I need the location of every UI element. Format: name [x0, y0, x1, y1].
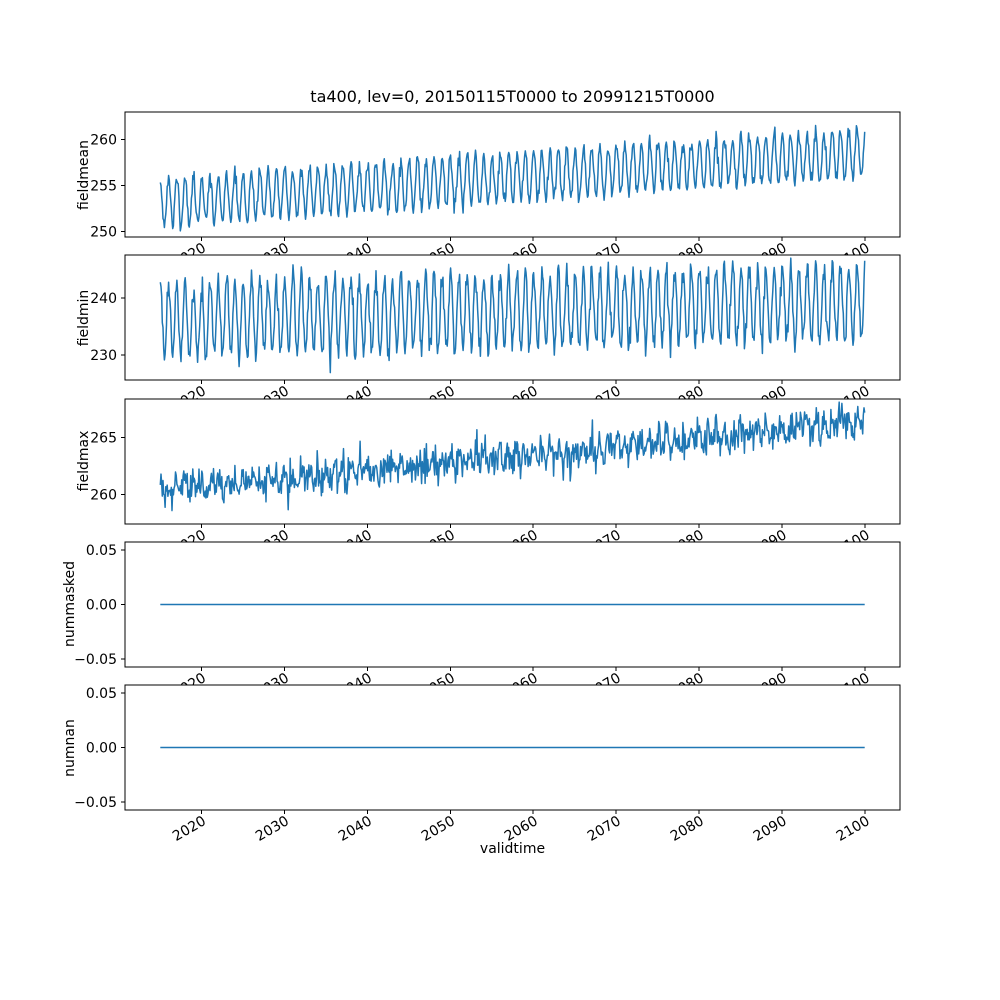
- x-tick-label-group: 2040: [336, 813, 375, 845]
- y-tick-label: 260: [90, 487, 117, 503]
- x-tick-label: 2060: [502, 813, 541, 845]
- y-tick-label: 0.00: [86, 597, 117, 613]
- x-tick-label-group: 2050: [419, 813, 458, 845]
- x-tick-label-group: 2100: [834, 813, 873, 845]
- x-tick-label: 2070: [585, 813, 624, 845]
- x-tick-label: 2080: [668, 813, 707, 845]
- x-tick-label-group: 2020: [170, 813, 209, 845]
- x-tick-label: 2050: [419, 813, 458, 845]
- axes-frame: [124, 254, 901, 381]
- x-tick-label: 2030: [253, 813, 292, 845]
- chart-title: ta400, lev=0, 20150115T0000 to 20991215T…: [310, 87, 715, 106]
- x-tick-label: 2100: [834, 813, 873, 845]
- y-tick-label: 0.00: [86, 741, 117, 757]
- series-line-fieldmax: [159, 400, 866, 511]
- axes-background: [125, 112, 900, 237]
- y-tick-label: 240: [90, 291, 117, 307]
- x-tick-label: 2090: [751, 813, 790, 845]
- subplot-fieldmax: 2602652020203020402050206020702080209021…: [90, 398, 901, 558]
- x-tick-label-group: 2090: [751, 813, 790, 845]
- y-tick-label: 255: [90, 179, 117, 195]
- y-tick-label: 0.05: [86, 543, 117, 559]
- x-tick-label-group: 2080: [668, 813, 707, 845]
- x-tick-label-group: 2030: [253, 813, 292, 845]
- y-tick-label: −0.05: [74, 652, 117, 668]
- x-tick-label: 2040: [336, 813, 375, 845]
- y-tick-label: −0.05: [74, 795, 117, 811]
- x-tick-label-group: 2070: [585, 813, 624, 845]
- y-tick-label: 260: [90, 133, 117, 149]
- series-line-fieldmin: [159, 257, 866, 374]
- y-tick-label: 230: [90, 348, 117, 364]
- x-axis-label: validtime: [479, 841, 546, 857]
- y-tick-label: 265: [90, 430, 117, 446]
- subplot-numnan: 0.05 0.00 −0.05 2020 2030 2040 2050 2060 2070 208…: [74, 684, 901, 845]
- x-tick-label-group: 2060: [502, 813, 541, 845]
- y-tick-label: 0.05: [86, 686, 117, 702]
- axes-frame: [124, 111, 901, 238]
- x-tick-label: 2020: [170, 813, 209, 845]
- series-line-fieldmean: [159, 124, 866, 232]
- axes-frame: [124, 398, 901, 524]
- y-tick-label: 250: [90, 224, 117, 240]
